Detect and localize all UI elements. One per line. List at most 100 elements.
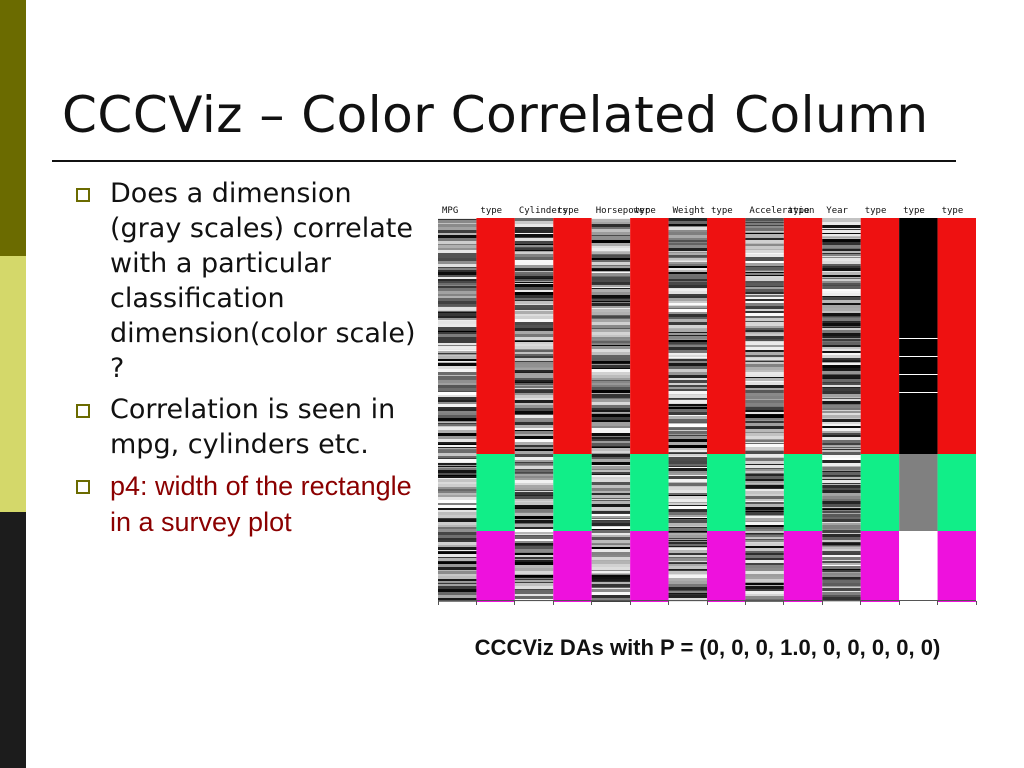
gray-stripe [438,473,477,475]
gray-stripe [745,273,784,275]
gray-stripe [514,439,554,442]
gray-stripe [668,279,707,281]
gray-stripe [514,383,554,385]
gray-stripe [668,340,707,342]
gray-stripe [514,532,554,534]
gray-stripe [668,294,707,296]
gray-stripe [514,449,554,451]
gray-stripe [668,361,707,363]
gray-stripe [822,322,861,323]
gray-stripe [514,375,554,378]
gray-stripe [591,276,631,277]
gray-stripe [514,250,554,251]
gray-stripe [668,601,707,602]
gray-stripe [438,345,477,346]
gray-stripe [438,350,477,351]
gray-stripe [822,557,861,560]
gray-stripe [438,449,477,450]
gray-stripe [514,328,554,331]
column-label: type [941,206,964,216]
gray-stripe [668,301,707,303]
gray-stripe [822,300,861,303]
gray-stripe [668,298,707,301]
gray-stripe [668,289,707,291]
gray-stripe [438,330,477,331]
gray-stripe [668,495,707,496]
gray-stripe [745,306,784,309]
gray-stripe [745,233,784,234]
gray-stripe [745,451,784,454]
gray-stripe [745,525,784,527]
gray-stripe [591,529,631,530]
gray-stripe [591,582,631,584]
gray-stripe [668,502,707,503]
gray-stripe [822,347,861,349]
gray-stripe [745,267,784,270]
gray-stripe [745,223,784,225]
gray-stripe [591,399,631,402]
gray-stripe [822,256,861,257]
bullet-text: Correlation is seen in mpg, cylinders et… [110,394,396,460]
gray-stripe [514,260,554,262]
gray-stripe [438,508,477,510]
gray-stripe [591,381,631,383]
gray-stripe [745,400,784,403]
gray-stripe [745,496,784,499]
gray-stripe [591,527,631,529]
gray-stripe [514,473,554,474]
bullet-item-p4-width: p4: width of the rectangle in a survey p… [72,468,417,540]
gray-stripe [668,305,707,306]
gray-stripe [745,420,784,421]
gray-stripe [591,595,631,598]
gray-stripe [438,286,477,288]
gray-stripe [591,428,631,430]
gray-stripe [514,580,554,582]
gray-stripe [514,483,554,485]
gray-stripe [438,442,477,443]
gray-stripe [745,299,784,301]
gray-stripe [668,224,707,226]
gray-stripe [822,525,861,527]
gray-stripe [514,574,554,575]
gray-stripe [822,435,861,437]
gray-stripe [514,276,554,278]
gray-stripe [745,258,784,261]
gray-stripe [591,282,631,284]
gray-stripe [438,353,477,354]
gray-stripe [591,405,631,408]
gray-stripe [822,587,861,588]
gray-stripe [668,595,707,598]
gray-stripe [822,466,861,467]
gray-stripe [514,493,554,495]
gray-stripe [822,418,861,419]
gray-stripe [822,450,861,452]
gray-stripe [438,561,477,562]
gray-stripe [822,257,861,258]
gray-stripe [668,261,707,262]
gray-stripe [668,272,707,274]
class-band-magenta [860,531,900,602]
gray-stripe [668,445,707,448]
gray-stripe [438,327,477,330]
gray-stripe [591,588,631,589]
column-label: type [480,206,503,216]
gray-stripe [822,534,861,537]
gray-stripe [438,439,477,442]
gray-stripe [591,561,631,564]
gray-stripe [514,430,554,431]
class-band-red [860,218,900,454]
gray-stripe [438,540,477,542]
gray-stripe [668,453,707,454]
gray-stripe [438,347,477,349]
gray-stripe [745,461,784,464]
gray-stripe [514,519,554,520]
class-band-magenta [937,531,976,602]
sidebar-accent-middle [0,256,26,512]
class-band-green [630,454,669,531]
gray-stripe [745,560,784,563]
gray-stripe [745,538,784,539]
square-bullet-icon [76,188,90,202]
gray-stripe [591,454,631,457]
gray-stripe [668,584,707,587]
gray-stripe [438,418,477,421]
